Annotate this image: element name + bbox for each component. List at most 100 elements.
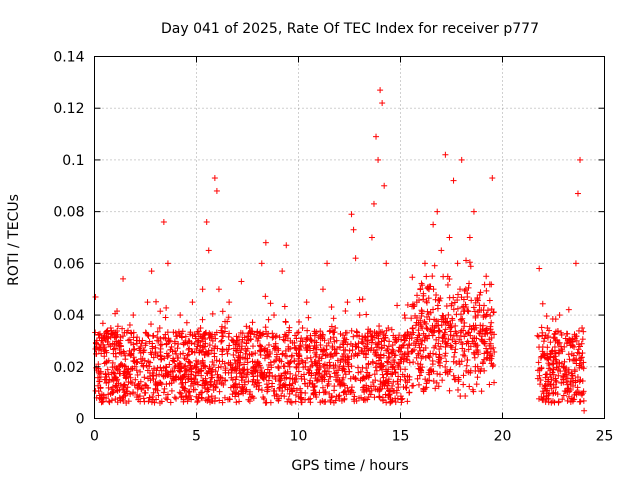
data-point-cloud <box>406 389 413 396</box>
data-point-cloud <box>133 367 140 374</box>
data-point-cloud <box>225 333 232 340</box>
data-point-cloud <box>280 363 287 370</box>
data-point <box>299 325 306 331</box>
y-tick-label: 0.06 <box>53 256 84 272</box>
data-point <box>319 286 326 293</box>
data-point-cloud <box>160 389 167 396</box>
y-tick-label: 0.14 <box>53 50 84 66</box>
data-point-cloud <box>330 365 337 372</box>
data-point-cloud <box>344 353 351 360</box>
data-point-cloud <box>416 344 423 351</box>
data-point-cloud <box>229 376 236 383</box>
data-point-cloud <box>150 354 157 361</box>
data-point-cloud <box>487 312 494 319</box>
data-point-cloud <box>284 398 291 405</box>
data-point-cloud <box>157 364 164 371</box>
data-point-cloud <box>371 371 378 378</box>
data-point <box>536 265 543 272</box>
data-point-cloud <box>419 364 426 371</box>
data-point-cloud <box>409 347 416 354</box>
data-point-cloud <box>402 315 409 322</box>
data-point-cloud <box>249 358 256 365</box>
data-point-cloud <box>404 398 411 405</box>
chart-title: Day 041 of 2025, Rate Of TEC Index for r… <box>161 21 539 37</box>
data-point-cloud <box>141 381 148 388</box>
data-point-cloud <box>336 392 343 399</box>
data-point-cloud <box>458 317 465 324</box>
data-point <box>148 268 155 275</box>
data-point-cloud <box>454 305 461 312</box>
data-point <box>205 247 212 254</box>
data-point-cloud <box>150 396 157 403</box>
data-point-cloud <box>474 374 481 381</box>
data-point-cloud <box>244 366 251 373</box>
data-point-cloud <box>332 397 339 404</box>
data-point <box>222 325 229 331</box>
data-point-cloud <box>547 381 554 388</box>
data-point-cloud <box>263 328 270 335</box>
data-point <box>483 273 490 280</box>
data-point-cloud <box>542 371 549 378</box>
data-point-cloud <box>473 381 480 388</box>
data-point-cloud <box>311 328 318 335</box>
data-point-cloud <box>491 331 498 338</box>
data-point <box>199 286 206 293</box>
data-point-cloud <box>445 311 452 318</box>
x-tick-label: 25 <box>596 429 614 445</box>
data-point-cloud <box>218 338 225 345</box>
data-point-cloud <box>249 319 256 326</box>
data-point-cloud <box>241 379 248 386</box>
data-point-cloud <box>224 350 231 357</box>
data-point-cloud <box>384 346 391 353</box>
y-axis-label: ROTI / TECUs <box>6 194 22 286</box>
data-point-cloud <box>415 381 422 388</box>
data-point-cloud <box>571 343 578 350</box>
data-point-cloud <box>576 398 583 405</box>
x-tick-label: 10 <box>290 429 308 445</box>
data-point-cloud <box>574 349 581 356</box>
data-point-cloud <box>283 353 290 360</box>
y-tick-label: 0.04 <box>53 308 84 324</box>
data-point-cloud <box>470 340 477 347</box>
data-point-cloud <box>396 332 403 339</box>
data-point-cloud <box>434 305 441 312</box>
data-point-cloud <box>423 273 430 280</box>
data-point <box>203 218 210 225</box>
data-point <box>262 239 269 246</box>
data-point-cloud <box>326 373 333 380</box>
data-point-cloud <box>359 333 366 340</box>
data-point-cloud <box>208 393 215 400</box>
data-point-cloud <box>422 320 429 327</box>
data-point-cloud <box>168 387 175 394</box>
data-point-cloud <box>470 335 477 342</box>
data-point-cloud <box>245 396 252 403</box>
data-point-cloud <box>414 292 421 299</box>
data-point <box>213 187 220 194</box>
data-point-cloud <box>123 373 130 380</box>
data-point-cloud <box>425 353 432 360</box>
data-point-cloud <box>574 374 581 381</box>
data-point-cloud <box>568 395 575 402</box>
data-point-cloud <box>414 360 421 367</box>
data-point-cloud <box>157 308 164 315</box>
data-point-cloud <box>116 349 123 356</box>
data-point-cloud <box>550 334 557 341</box>
data-point <box>324 260 331 267</box>
data-point-cloud <box>538 324 545 331</box>
data-point-cloud <box>369 358 376 365</box>
data-point-cloud <box>285 396 292 403</box>
data-point-cloud <box>124 390 131 397</box>
data-point-cloud <box>384 359 391 366</box>
data-point-cloud <box>432 351 439 358</box>
data-point-cloud <box>443 358 450 365</box>
data-point-cloud <box>464 293 471 300</box>
data-point-cloud <box>226 396 233 403</box>
data-point-cloud <box>261 355 268 362</box>
data-point-cloud <box>570 378 577 385</box>
data-point-cloud <box>164 391 171 398</box>
data-point-cloud <box>286 324 293 331</box>
data-point-cloud <box>434 370 441 377</box>
data-point-cloud <box>464 357 471 364</box>
data-point-cloud <box>436 371 443 378</box>
data-point-cloud <box>565 306 572 313</box>
